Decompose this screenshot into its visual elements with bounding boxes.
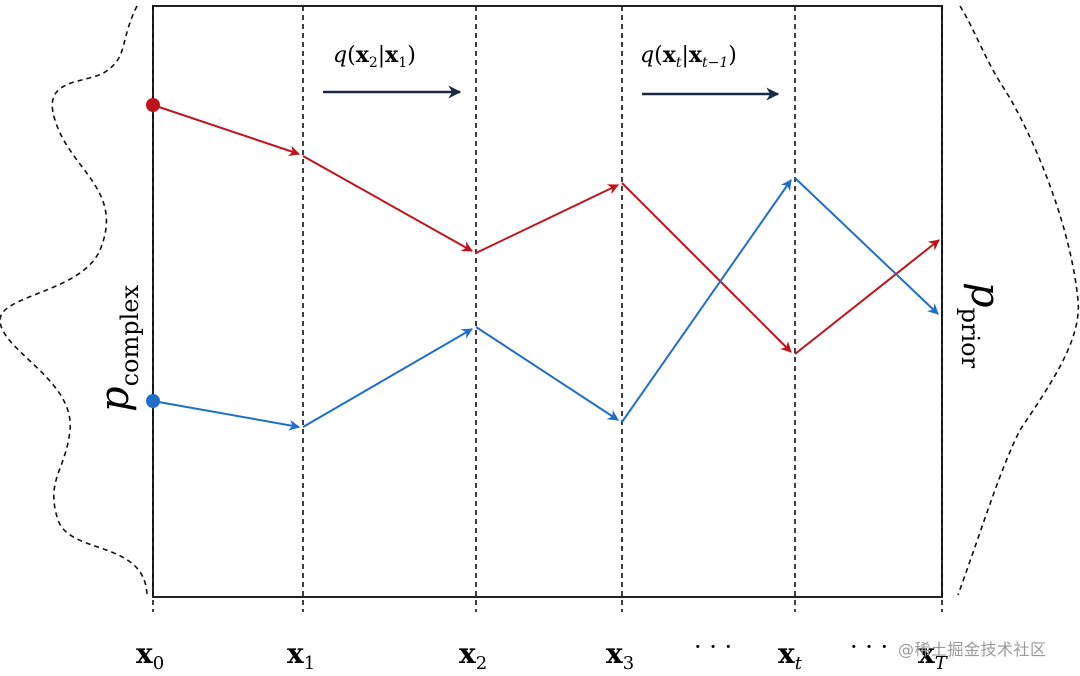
x-label-T: xT: [918, 637, 949, 674]
transition-label-2: q(xt|xt−1): [640, 42, 737, 71]
frame-box: [152, 5, 943, 598]
red-step-4: [794, 239, 940, 355]
red-step-0: [152, 104, 301, 157]
blue-step-3: [621, 179, 792, 423]
blue-start-point: [146, 394, 160, 408]
timestep-lines: [152, 6, 943, 612]
p-complex-label: pcomplex: [92, 285, 144, 413]
complex-distribution-curve: [0, 5, 148, 596]
red-step-3: [621, 182, 792, 353]
red-start-point: [146, 98, 160, 112]
x-label-1: x1: [287, 637, 315, 674]
watermark: @稀土掘金技术社区: [898, 640, 1047, 659]
blue-step-2: [475, 326, 619, 421]
ellipsis-1: · · ·: [694, 633, 732, 661]
red-step-2: [475, 184, 619, 254]
blue-trajectory: [152, 177, 939, 431]
red-trajectory: [152, 104, 940, 355]
p-prior-label: pprior: [956, 282, 1008, 369]
red-step-1: [302, 155, 473, 252]
blue-step-4: [794, 177, 939, 315]
ellipsis-2: · · ·: [850, 633, 888, 661]
prior-distribution-curve: [957, 5, 1080, 596]
blue-step-1: [302, 328, 473, 428]
x-label-0: x0: [136, 637, 164, 674]
x-label-2: x2: [459, 637, 487, 674]
x-label-t: xt: [778, 637, 803, 674]
x-label-3: x3: [606, 637, 634, 674]
blue-step-0: [152, 400, 301, 431]
transition-label-1: q(x2|x1): [333, 42, 416, 71]
